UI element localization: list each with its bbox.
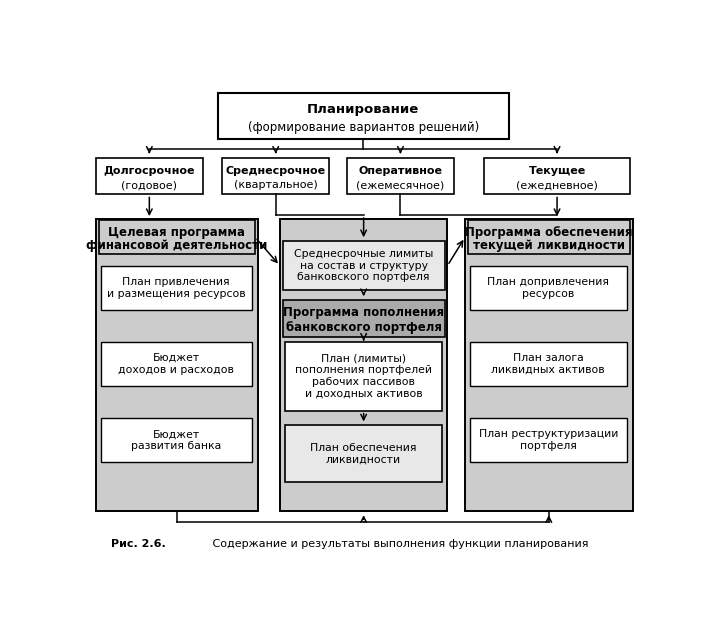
Text: (ежедневное): (ежедневное)	[516, 181, 598, 190]
Bar	[283, 241, 445, 290]
Text: (ежемесячное): (ежемесячное)	[357, 181, 445, 190]
Bar	[468, 220, 630, 255]
Text: Программа пополнения: Программа пополнения	[283, 306, 445, 320]
Text: Текущее: Текущее	[528, 165, 586, 175]
Bar	[470, 418, 627, 462]
Text: Программа обеспечения: Программа обеспечения	[465, 226, 632, 239]
Bar	[99, 220, 255, 255]
Text: Долгосрочное: Долгосрочное	[104, 165, 195, 175]
Bar	[101, 342, 252, 386]
Bar	[465, 219, 632, 511]
Text: Рис. 2.6.: Рис. 2.6.	[111, 539, 165, 549]
Text: Бюджет
доходов и расходов: Бюджет доходов и расходов	[118, 353, 234, 375]
Bar	[218, 93, 509, 140]
Bar	[96, 158, 203, 195]
Text: План (лимиты)
пополнения портфелей
рабочих пассивов
и доходных активов: План (лимиты) пополнения портфелей рабоч…	[295, 354, 432, 399]
Bar	[280, 219, 447, 511]
Text: План привлечения
и размещения ресурсов: План привлечения и размещения ресурсов	[107, 277, 245, 299]
Text: Среднесрочные лимиты
на состав и структуру
банковского портфеля: Среднесрочные лимиты на состав и структу…	[294, 249, 433, 282]
Bar	[96, 219, 258, 511]
Bar	[484, 158, 630, 195]
Bar	[101, 418, 252, 462]
Text: План допривлечения
ресурсов: План допривлечения ресурсов	[487, 277, 609, 299]
Text: (квартальное): (квартальное)	[234, 181, 318, 190]
Text: План обеспечения
ликвидности: План обеспечения ликвидности	[311, 443, 417, 464]
Text: Оперативное: Оперативное	[359, 165, 442, 175]
Text: (годовое): (годовое)	[121, 181, 177, 190]
Text: (формирование вариантов решений): (формирование вариантов решений)	[247, 121, 479, 134]
Text: банковского портфеля: банковского портфеля	[286, 321, 442, 334]
Text: Бюджет
развития банка: Бюджет развития банка	[131, 429, 221, 451]
Bar	[285, 342, 442, 411]
Bar	[101, 265, 252, 310]
Bar	[347, 158, 454, 195]
Bar	[283, 300, 445, 337]
Bar	[470, 342, 627, 386]
Text: финансовой деятельности: финансовой деятельности	[86, 239, 267, 252]
Text: Целевая программа: Целевая программа	[108, 226, 245, 239]
Text: Содержание и результаты выполнения функции планирования: Содержание и результаты выполнения функц…	[209, 539, 589, 549]
Text: План реструктуризации
портфеля: План реструктуризации портфеля	[479, 429, 618, 451]
Text: Среднесрочное: Среднесрочное	[225, 165, 325, 175]
Text: текущей ликвидности: текущей ликвидности	[473, 239, 625, 252]
Bar	[470, 265, 627, 310]
Bar	[222, 158, 329, 195]
Text: План залога
ликвидных активов: План залога ликвидных активов	[491, 353, 605, 375]
Text: Планирование: Планирование	[307, 103, 420, 115]
Bar	[285, 426, 442, 482]
